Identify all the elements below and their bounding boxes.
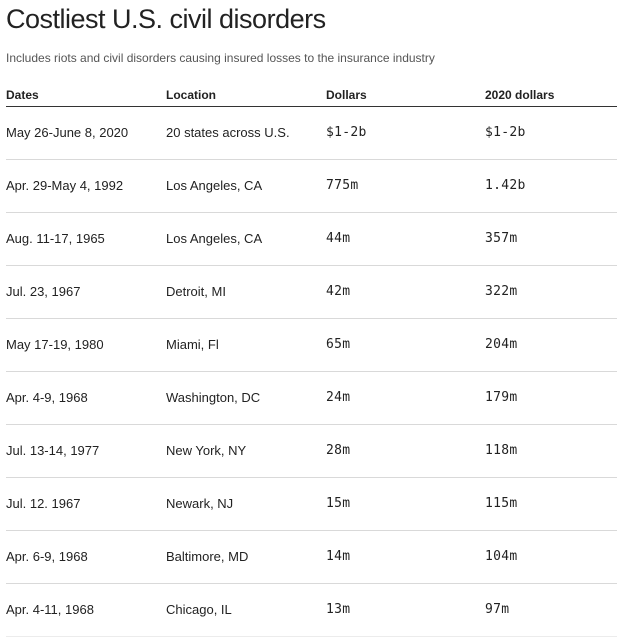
- cell-location: 20 states across U.S.: [166, 125, 290, 140]
- table-header: Dates Location Dollars 2020 dollars: [6, 85, 617, 107]
- table-row: Jul. 12. 1967 Newark, NJ 15m 115m: [6, 478, 617, 531]
- table-row: Apr. 4-11, 1968 Chicago, IL 13m 97m: [6, 584, 617, 637]
- cell-dates: Aug. 11-17, 1965: [6, 231, 105, 246]
- table-row: Apr. 4-9, 1968 Washington, DC 24m 179m: [6, 372, 617, 425]
- table-row: Jul. 23, 1967 Detroit, MI 42m 322m: [6, 266, 617, 319]
- cell-dollars: 44m: [326, 231, 351, 246]
- chart-title: Costliest U.S. civil disorders: [6, 4, 326, 34]
- cell-dates: May 17-19, 1980: [6, 337, 104, 352]
- column-header-2020-dollars: 2020 dollars: [485, 88, 555, 102]
- cell-2020-dollars: 322m: [485, 284, 518, 299]
- cell-location: New York, NY: [166, 443, 247, 458]
- cell-location: Baltimore, MD: [166, 549, 249, 564]
- cell-dates: Apr. 4-11, 1968: [6, 602, 94, 617]
- table-row: May 26-June 8, 2020 20 states across U.S.…: [6, 107, 617, 160]
- cell-dollars: 15m: [326, 496, 351, 511]
- cell-2020-dollars: 179m: [485, 390, 518, 405]
- table-row: Aug. 11-17, 1965 Los Angeles, CA 44m 357m: [6, 213, 617, 266]
- table-row: Apr. 29-May 4, 1992 Los Angeles, CA 775m 1.…: [6, 160, 617, 213]
- cell-dollars: 24m: [326, 390, 351, 405]
- table-row: May 17-19, 1980 Miami, Fl 65m 204m: [6, 319, 617, 372]
- losses-table: Dates Location Dollars 2020 dollars May …: [6, 85, 617, 637]
- cell-dates: Jul. 23, 1967: [6, 284, 81, 299]
- cell-dates: Apr. 6-9, 1968: [6, 549, 88, 564]
- cell-2020-dollars: 118m: [485, 443, 518, 458]
- cell-2020-dollars: 97m: [485, 602, 510, 617]
- cell-dates: Jul. 13-14, 1977: [6, 443, 100, 458]
- cell-2020-dollars: 115m: [485, 496, 518, 511]
- cell-dates: Jul. 12. 1967: [6, 496, 81, 511]
- table-row: Jul. 13-14, 1977 New York, NY 28m 118m: [6, 425, 617, 478]
- chart-subtitle: Includes riots and civil disorders causi…: [6, 51, 435, 65]
- cell-location: Los Angeles, CA: [166, 231, 263, 246]
- cell-location: Chicago, IL: [166, 602, 232, 617]
- cell-dollars: 28m: [326, 443, 351, 458]
- cell-dollars: 65m: [326, 337, 351, 352]
- column-header-dollars: Dollars: [326, 88, 367, 102]
- column-header-dates: Dates: [6, 88, 39, 102]
- cell-location: Los Angeles, CA: [166, 178, 263, 193]
- cell-dollars: $1-2b: [326, 125, 367, 140]
- cell-2020-dollars: $1-2b: [485, 125, 526, 140]
- cell-2020-dollars: 104m: [485, 549, 518, 564]
- cell-2020-dollars: 1.42b: [485, 178, 526, 193]
- table-body: May 26-June 8, 2020 20 states across U.S.…: [6, 107, 617, 637]
- cell-dates: Apr. 29-May 4, 1992: [6, 178, 124, 193]
- cell-location: Washington, DC: [166, 390, 261, 405]
- cell-dollars: 13m: [326, 602, 351, 617]
- cell-location: Newark, NJ: [166, 496, 234, 511]
- cell-dates: May 26-June 8, 2020: [6, 125, 129, 140]
- cell-dollars: 14m: [326, 549, 351, 564]
- cell-dollars: 42m: [326, 284, 351, 299]
- table-row: Apr. 6-9, 1968 Baltimore, MD 14m 104m: [6, 531, 617, 584]
- cell-location: Detroit, MI: [166, 284, 226, 299]
- cell-2020-dollars: 204m: [485, 337, 518, 352]
- cell-2020-dollars: 357m: [485, 231, 518, 246]
- cell-location: Miami, Fl: [166, 337, 219, 352]
- cell-dates: Apr. 4-9, 1968: [6, 390, 88, 405]
- cell-dollars: 775m: [326, 178, 359, 193]
- column-header-location: Location: [166, 88, 216, 102]
